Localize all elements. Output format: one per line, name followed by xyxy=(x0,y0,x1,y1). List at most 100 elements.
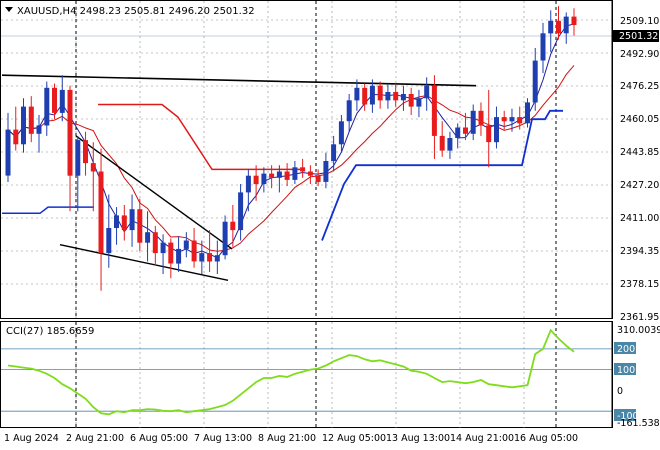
candle-body xyxy=(222,221,228,256)
trendline-horizontal xyxy=(1,74,477,87)
candle-body xyxy=(176,248,182,264)
candle-body xyxy=(486,125,492,143)
candle-body xyxy=(199,253,205,262)
candle-body xyxy=(463,127,468,134)
current-price-tag xyxy=(613,30,659,42)
price-label: 2509.10 xyxy=(620,16,659,27)
candle-body xyxy=(160,242,166,254)
support-band xyxy=(321,109,563,241)
candle-body xyxy=(331,144,337,161)
candle-body xyxy=(59,89,65,113)
resistance-band xyxy=(98,103,300,171)
candle-body xyxy=(75,140,81,176)
candle-body xyxy=(494,117,499,143)
candle-body xyxy=(145,232,151,243)
cci-level-lines xyxy=(1,348,612,412)
candle-body xyxy=(183,240,189,249)
time-label: 16 Aug 05:00 xyxy=(514,433,578,444)
candle-body xyxy=(98,171,104,254)
cci-label: 100 xyxy=(617,365,635,376)
candle-body xyxy=(214,255,220,262)
candle-body xyxy=(28,106,34,134)
chart-header: XAUUSD,H4 2498.23 2505.81 2496.20 2501.3… xyxy=(17,6,255,17)
candle-body xyxy=(253,175,259,185)
time-label: 6 Aug 05:00 xyxy=(130,433,188,444)
candle-body xyxy=(424,85,430,99)
price-axis: 2509.10 2492.90 2476.25 2460.05 2443.85 … xyxy=(611,0,659,323)
candle-body xyxy=(532,60,538,103)
price-label: 2443.85 xyxy=(620,147,659,158)
candle-body xyxy=(67,89,73,176)
support-band xyxy=(2,206,94,215)
current-price-label: 2501.32 xyxy=(619,31,658,42)
cci-axis: 310.0039 200 100 0 -100 -161.5389 xyxy=(611,321,660,429)
cci-panel-frame xyxy=(0,321,613,428)
candle-body xyxy=(307,171,313,176)
candle-body xyxy=(90,163,96,172)
price-label: 2460.05 xyxy=(620,114,659,125)
cci-label: 0 xyxy=(617,386,623,397)
candle-body xyxy=(408,94,414,107)
candle-body xyxy=(13,129,19,145)
candle-body xyxy=(44,87,50,126)
candle-body xyxy=(362,87,368,105)
candle-body xyxy=(455,127,461,138)
candle-body xyxy=(517,117,523,124)
candle-body xyxy=(52,87,57,113)
trendline-falling-wedge-lower xyxy=(59,244,229,282)
cci-label: -161.5389 xyxy=(617,418,660,429)
candle-body xyxy=(525,102,530,124)
candle-body xyxy=(137,209,143,243)
cci-label: 310.0039 xyxy=(617,325,660,336)
candle-body xyxy=(207,253,213,262)
candle-body xyxy=(191,240,197,262)
time-label: 1 Aug 2024 xyxy=(4,433,59,444)
price-label: 2378.15 xyxy=(620,279,659,290)
candle-body xyxy=(439,135,445,151)
candle-body xyxy=(571,16,577,25)
candle-body xyxy=(338,121,344,145)
candle-body xyxy=(478,110,484,126)
price-label: 2476.25 xyxy=(620,81,659,92)
candle-body xyxy=(563,16,569,34)
time-axis: 1 Aug 2024 2 Aug 21:00 6 Aug 05:00 7 Aug… xyxy=(4,433,578,444)
candle-body xyxy=(377,85,383,101)
candle-body xyxy=(470,110,476,134)
triangle-down-icon[interactable] xyxy=(5,7,13,12)
price-label: 2361.95 xyxy=(620,312,659,323)
candle-body xyxy=(323,161,329,182)
time-label: 12 Aug 05:00 xyxy=(322,433,386,444)
cci-title: CCI(27) 185.6659 xyxy=(6,326,94,337)
candle-body xyxy=(548,20,554,34)
candle-body xyxy=(276,171,282,178)
candle-body xyxy=(238,192,244,231)
candle-body xyxy=(152,232,158,254)
candle-body xyxy=(121,215,127,231)
price-label: 2492.90 xyxy=(620,49,659,60)
candle-body xyxy=(114,215,119,228)
candle-body xyxy=(245,175,251,193)
candle-body xyxy=(261,173,267,185)
candlesticks xyxy=(5,6,577,291)
trendline-falling-wedge-upper xyxy=(75,135,233,250)
cci-line xyxy=(7,328,575,416)
time-label: 2 Aug 21:00 xyxy=(66,433,124,444)
candle-body xyxy=(83,140,88,164)
candle-body xyxy=(416,98,422,107)
candle-body xyxy=(540,33,546,61)
candle-body xyxy=(168,242,174,264)
candle-body xyxy=(369,85,375,105)
candle-body xyxy=(346,100,352,122)
candle-body xyxy=(36,125,42,134)
cci-label: 200 xyxy=(617,344,635,355)
candle-body xyxy=(509,117,515,122)
candle-body xyxy=(230,221,236,231)
candle-body xyxy=(354,87,360,101)
candle-body xyxy=(129,209,135,231)
time-label: 8 Aug 21:00 xyxy=(258,433,316,444)
candle-body xyxy=(292,167,298,180)
candle-body xyxy=(400,94,406,101)
candle-body xyxy=(556,20,561,34)
time-label: 14 Aug 21:00 xyxy=(450,433,514,444)
